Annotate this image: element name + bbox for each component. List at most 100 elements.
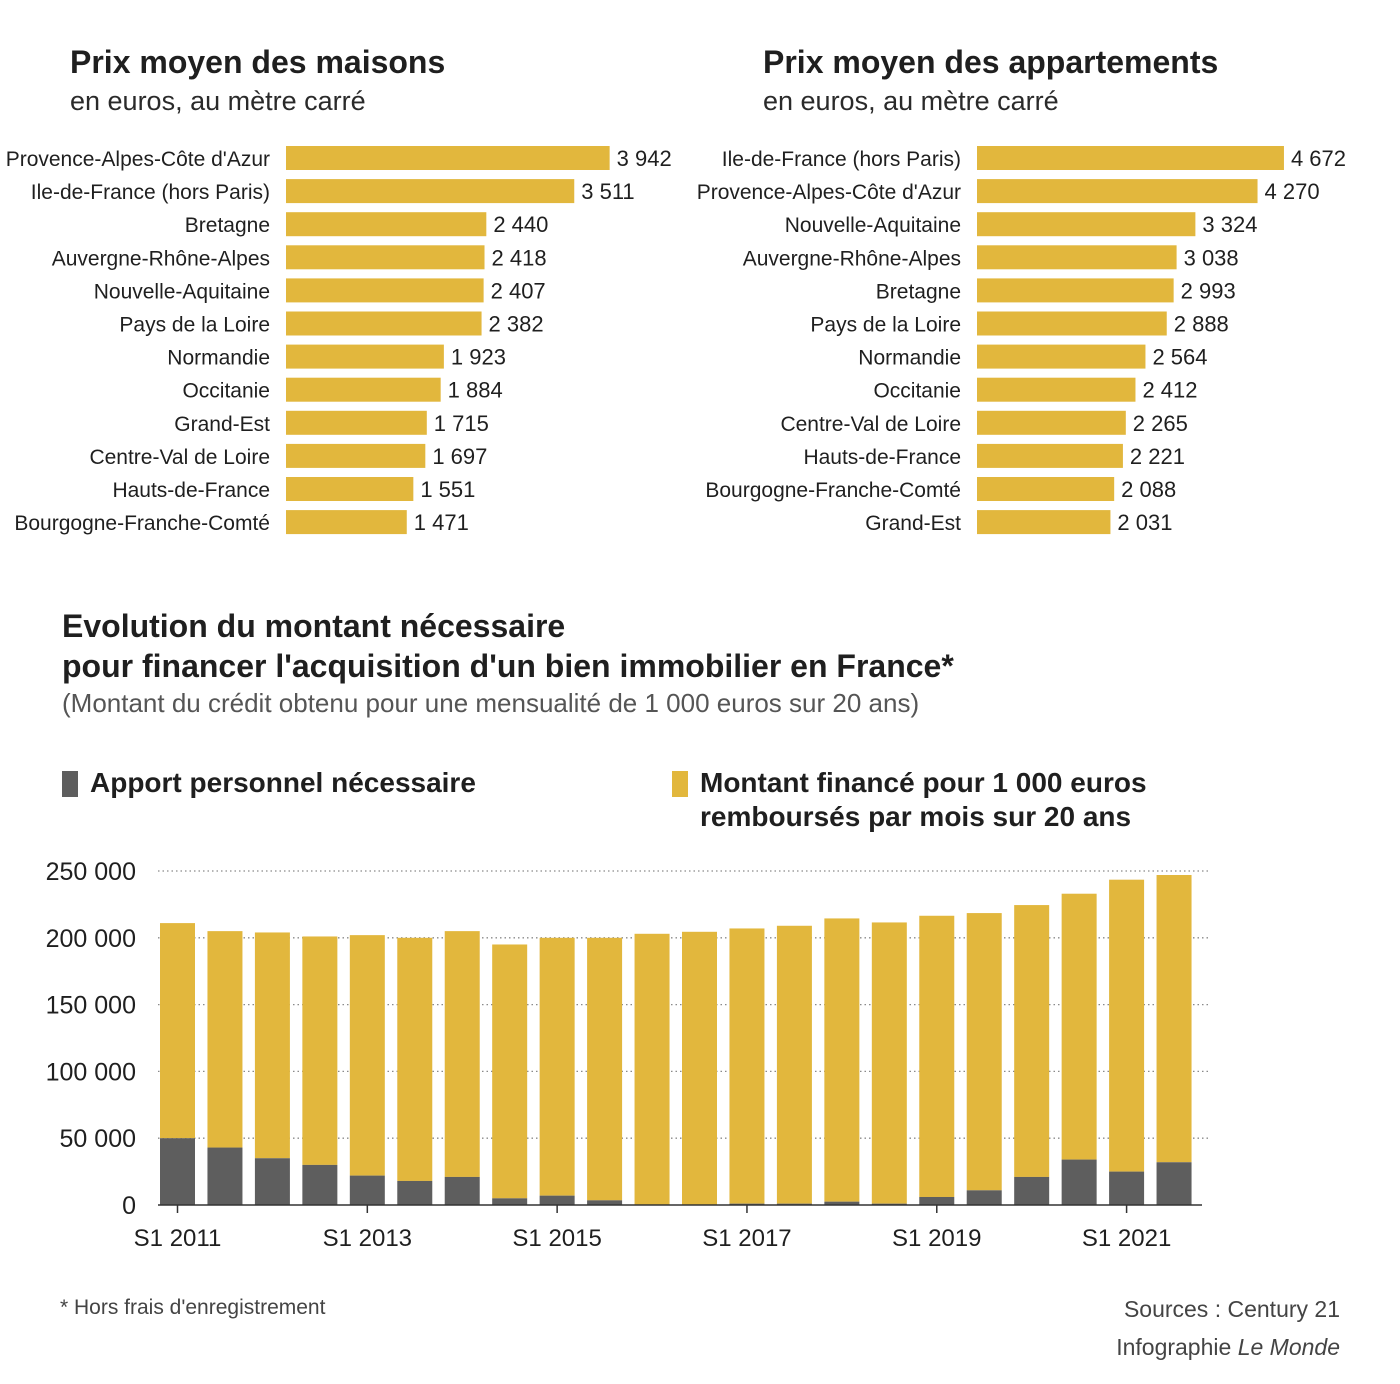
bar <box>286 377 441 402</box>
bar-value-label: 2 265 <box>1133 411 1188 436</box>
evolution-title-line2: pour financer l'acquisition d'un bien im… <box>62 648 954 684</box>
bar <box>286 146 610 170</box>
credit: Infographie Le Monde <box>1116 1334 1340 1361</box>
y-tick-label: 100 000 <box>46 1058 136 1086</box>
bar <box>286 278 484 303</box>
bar-montant-finance <box>349 935 385 1176</box>
bar <box>286 212 487 237</box>
houses-chart-subtitle: en euros, au mètre carré <box>70 86 366 116</box>
bar-value-label: 1 884 <box>448 378 503 403</box>
bar-value-label: 3 038 <box>1184 245 1239 270</box>
bar-category-label: Centre-Val de Loire <box>89 446 270 469</box>
bar-category-label: Auvergne-Rhône-Alpes <box>52 247 270 270</box>
bar-apport-personnel <box>539 1195 575 1205</box>
bar-category-label: Grand-Est <box>174 413 270 436</box>
credit-name: Le Monde <box>1237 1334 1340 1360</box>
bar-value-label: 2 088 <box>1121 477 1176 502</box>
bar <box>977 410 1126 435</box>
bar-category-label: Provence-Alpes-Côte d'Azur <box>697 181 961 204</box>
bar-montant-finance <box>1061 893 1097 1160</box>
bar-value-label: 2 407 <box>491 278 546 303</box>
bar-category-label: Bourgogne-Franche-Comté <box>14 512 270 535</box>
bar-value-label: 2 382 <box>489 312 544 337</box>
bar-value-label: 4 270 <box>1265 179 1320 204</box>
bar-apport-personnel <box>397 1180 433 1205</box>
bar <box>286 410 427 435</box>
bar-category-label: Ile-de-France (hors Paris) <box>722 148 961 171</box>
bar <box>977 344 1146 369</box>
bar-value-label: 2 564 <box>1152 345 1207 370</box>
bar <box>286 344 444 369</box>
bar-montant-finance <box>207 931 243 1148</box>
bar-apport-personnel <box>254 1158 290 1205</box>
bar-value-label: 2 221 <box>1130 444 1185 469</box>
bar-category-label: Hauts-de-France <box>803 446 961 469</box>
bar <box>286 179 575 204</box>
bar-category-label: Bourgogne-Franche-Comté <box>705 479 961 502</box>
bar-category-label: Pays de la Loire <box>119 314 270 337</box>
bar-category-label: Bretagne <box>876 280 961 303</box>
y-tick-label: 50 000 <box>60 1125 136 1153</box>
bar <box>286 245 485 270</box>
bar-montant-finance <box>492 944 528 1199</box>
bar-apport-personnel <box>1014 1176 1050 1205</box>
bar-category-label: Provence-Alpes-Côte d'Azur <box>6 148 270 171</box>
bar-category-label: Grand-Est <box>865 512 961 535</box>
credit-prefix: Infographie <box>1116 1334 1232 1360</box>
bar <box>977 311 1167 336</box>
legend-label-apport: Apport personnel nécessaire <box>90 767 476 798</box>
bar-montant-finance <box>587 937 623 1201</box>
bar-montant-finance <box>634 933 670 1205</box>
bar-apport-personnel <box>966 1190 1002 1205</box>
bar-apport-personnel <box>160 1138 195 1205</box>
bar <box>977 245 1177 270</box>
bar <box>977 212 1196 237</box>
bar <box>977 477 1115 501</box>
x-tick-label: S1 2013 <box>323 1225 412 1252</box>
evolution-stacked-bar-chart: 0 50 000 100 000 150 000 200 000 250 000 S1 20… <box>46 858 1210 1252</box>
bar <box>286 510 407 535</box>
bar-apport-personnel <box>349 1175 385 1205</box>
bar <box>286 443 426 468</box>
x-tick-label: S1 2019 <box>892 1225 981 1252</box>
evolution-subtitle: (Montant du crédit obtenu pour une mensu… <box>62 688 920 718</box>
bar-montant-finance <box>871 922 907 1204</box>
bar-category-label: Occitanie <box>873 380 961 403</box>
x-tick-label: S1 2021 <box>1082 1225 1171 1252</box>
bar-montant-finance <box>776 925 812 1204</box>
bar-apport-personnel <box>1156 1162 1192 1205</box>
bar-category-label: Nouvelle-Aquitaine <box>94 280 270 303</box>
bar-value-label: 1 715 <box>434 411 489 436</box>
y-tick-label: 250 000 <box>46 858 136 886</box>
bar-value-label: 1 551 <box>420 477 475 502</box>
bar-category-label: Pays de la Loire <box>810 314 961 337</box>
bar <box>977 179 1258 204</box>
legend-swatch-montant <box>672 771 688 797</box>
bar-montant-finance <box>160 923 195 1139</box>
bar-apport-personnel <box>207 1147 243 1205</box>
y-tick-label: 0 <box>122 1192 136 1220</box>
bar-category-label: Nouvelle-Aquitaine <box>785 214 961 237</box>
x-tick-label: S1 2015 <box>512 1225 601 1252</box>
apartments-bar-chart: Ile-de-France (hors Paris) 4 672 Provence-… <box>697 146 1346 535</box>
bar-category-label: Occitanie <box>182 380 270 403</box>
houses-chart-title: Prix moyen des maisons <box>70 44 446 80</box>
bar-value-label: 2 418 <box>492 245 547 270</box>
footnote: * Hors frais d'enregistrement <box>60 1296 326 1319</box>
bar-montant-finance <box>539 937 575 1196</box>
bar-apport-personnel <box>1061 1159 1097 1205</box>
bar-montant-finance <box>302 936 338 1165</box>
bar-value-label: 2 440 <box>493 212 548 237</box>
bar-category-label: Bretagne <box>185 214 270 237</box>
bar-montant-finance <box>254 932 290 1159</box>
bar <box>977 443 1123 468</box>
bar-value-label: 3 324 <box>1202 212 1257 237</box>
bar-apport-personnel <box>824 1201 860 1205</box>
bar-category-label: Normandie <box>167 347 270 370</box>
apartments-chart-subtitle: en euros, au mètre carré <box>763 86 1059 116</box>
bar-value-label: 2 031 <box>1117 510 1172 535</box>
evolution-title-line1: Evolution du montant nécessaire <box>62 608 566 644</box>
bar-category-label: Auvergne-Rhône-Alpes <box>743 247 961 270</box>
bar-apport-personnel <box>492 1198 528 1205</box>
bar-value-label: 2 412 <box>1142 378 1197 403</box>
